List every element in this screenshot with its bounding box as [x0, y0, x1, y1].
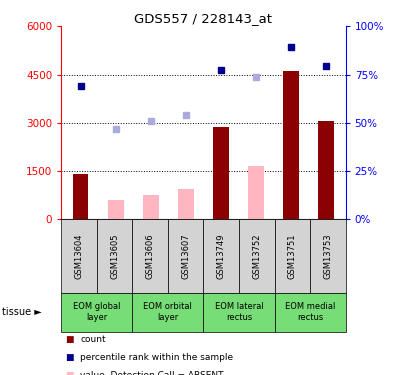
Bar — [283, 71, 299, 219]
Text: percentile rank within the sample: percentile rank within the sample — [80, 353, 233, 362]
Text: count: count — [80, 335, 106, 344]
Bar — [318, 121, 334, 219]
Text: GSM13606: GSM13606 — [146, 233, 154, 279]
Text: ■: ■ — [65, 335, 74, 344]
Text: GSM13607: GSM13607 — [181, 233, 190, 279]
Text: value, Detection Call = ABSENT: value, Detection Call = ABSENT — [80, 371, 224, 375]
Text: ■: ■ — [65, 371, 74, 375]
Title: GDS557 / 228143_at: GDS557 / 228143_at — [134, 12, 273, 25]
Bar — [213, 127, 229, 219]
Text: EOM orbital
layer: EOM orbital layer — [143, 303, 192, 322]
Bar — [178, 189, 194, 219]
Text: GSM13751: GSM13751 — [288, 233, 297, 279]
Bar — [73, 174, 88, 219]
Text: ■: ■ — [65, 353, 74, 362]
Text: GSM13753: GSM13753 — [324, 233, 332, 279]
Text: tissue ►: tissue ► — [2, 307, 42, 317]
Text: EOM global
layer: EOM global layer — [73, 303, 120, 322]
Text: EOM lateral
rectus: EOM lateral rectus — [214, 303, 263, 322]
Text: GSM13604: GSM13604 — [75, 233, 83, 279]
Text: GSM13749: GSM13749 — [217, 233, 226, 279]
Text: GSM13605: GSM13605 — [110, 233, 119, 279]
Text: GSM13752: GSM13752 — [252, 233, 261, 279]
Bar — [248, 166, 264, 219]
Bar — [143, 195, 159, 219]
Text: EOM medial
rectus: EOM medial rectus — [285, 303, 335, 322]
Bar — [108, 200, 124, 219]
